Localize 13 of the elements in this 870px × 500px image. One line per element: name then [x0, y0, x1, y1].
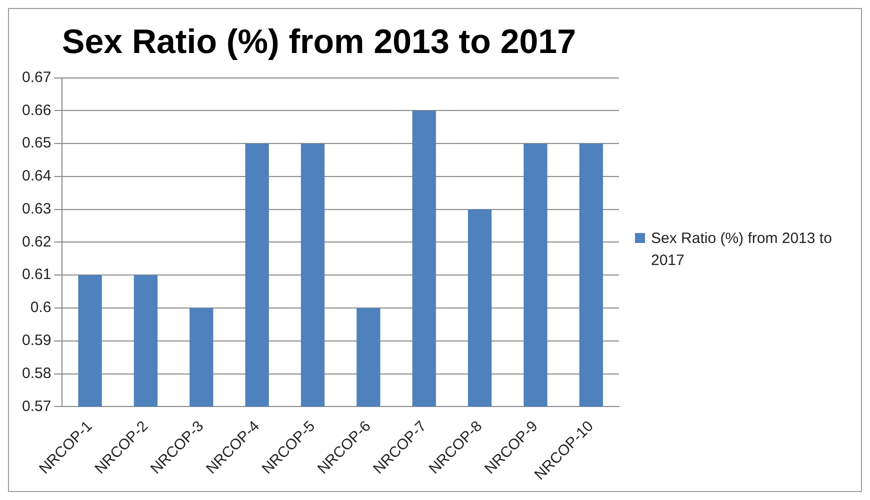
- y-tick-label: 0.6: [30, 299, 52, 316]
- y-tick-label: 0.63: [22, 200, 52, 218]
- y-tick-label: 0.61: [22, 266, 52, 284]
- y-tick-label: 0.67: [22, 68, 52, 86]
- y-tick-label: 0.59: [22, 332, 52, 350]
- y-tick-label: 0.66: [22, 102, 52, 119]
- y-tick-label: 0.57: [22, 398, 52, 415]
- y-tick-label: 0.65: [22, 134, 52, 152]
- legend-label: Sex Ratio (%) from 2013 to 2017: [651, 229, 833, 271]
- chart-title: Sex Ratio (%) from 2013 to 2017: [62, 22, 576, 61]
- y-tick-label: 0.58: [22, 364, 52, 382]
- y-tick-label: 0.64: [22, 168, 52, 185]
- y-tick-label: 0.62: [22, 233, 52, 250]
